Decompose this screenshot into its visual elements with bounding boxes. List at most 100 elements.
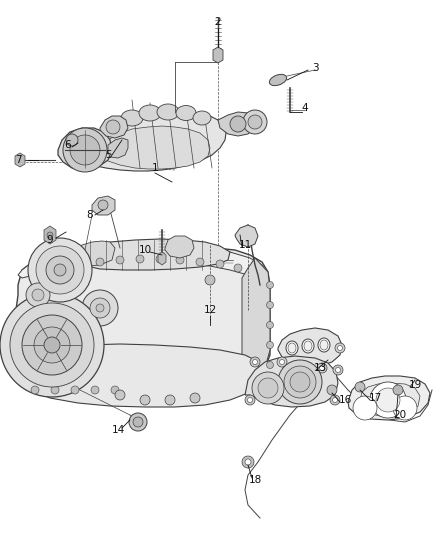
Ellipse shape [320, 340, 328, 350]
Circle shape [140, 395, 150, 405]
Circle shape [91, 386, 99, 394]
Circle shape [333, 365, 343, 375]
Ellipse shape [304, 341, 312, 351]
Polygon shape [88, 112, 226, 171]
Circle shape [376, 388, 400, 412]
Ellipse shape [139, 105, 161, 121]
Circle shape [196, 258, 204, 266]
Polygon shape [18, 247, 268, 278]
Ellipse shape [318, 338, 330, 352]
Text: 5: 5 [105, 150, 111, 160]
Circle shape [133, 417, 143, 427]
Polygon shape [75, 239, 230, 270]
Circle shape [248, 115, 262, 129]
Circle shape [258, 378, 278, 398]
Circle shape [116, 256, 124, 264]
Circle shape [216, 260, 224, 268]
Ellipse shape [121, 110, 143, 126]
Circle shape [54, 264, 66, 276]
Circle shape [165, 395, 175, 405]
Polygon shape [15, 153, 25, 167]
Circle shape [330, 395, 340, 405]
Circle shape [71, 386, 79, 394]
Polygon shape [218, 112, 255, 136]
Circle shape [234, 264, 242, 272]
Text: 14: 14 [111, 425, 125, 435]
Circle shape [34, 327, 70, 363]
Polygon shape [242, 258, 270, 378]
Polygon shape [360, 383, 420, 416]
Text: 20: 20 [393, 410, 406, 420]
Circle shape [22, 315, 82, 375]
Circle shape [98, 200, 108, 210]
Circle shape [336, 367, 340, 373]
Circle shape [31, 386, 39, 394]
Circle shape [243, 110, 267, 134]
Circle shape [277, 357, 287, 367]
Circle shape [10, 303, 94, 387]
Circle shape [290, 372, 310, 392]
Polygon shape [348, 376, 430, 420]
Circle shape [129, 413, 147, 431]
Circle shape [205, 275, 215, 285]
Circle shape [335, 343, 345, 353]
Circle shape [266, 342, 273, 349]
Circle shape [176, 256, 184, 264]
Ellipse shape [269, 75, 286, 86]
Text: 13: 13 [313, 363, 327, 373]
Polygon shape [245, 356, 338, 407]
Polygon shape [100, 116, 128, 138]
Circle shape [46, 256, 74, 284]
Circle shape [28, 238, 92, 302]
Circle shape [66, 134, 78, 146]
Polygon shape [158, 252, 166, 265]
Circle shape [353, 396, 377, 420]
Circle shape [266, 302, 273, 309]
Polygon shape [16, 247, 270, 396]
Circle shape [317, 363, 327, 373]
Ellipse shape [288, 343, 296, 353]
Polygon shape [108, 138, 128, 158]
Text: 18: 18 [248, 475, 261, 485]
Text: 8: 8 [87, 210, 93, 220]
Circle shape [156, 255, 164, 263]
Text: 1: 1 [152, 163, 158, 173]
Text: 4: 4 [302, 103, 308, 113]
Circle shape [266, 361, 273, 368]
Circle shape [51, 386, 59, 394]
Text: 19: 19 [408, 380, 422, 390]
Circle shape [36, 246, 84, 294]
Circle shape [106, 120, 120, 134]
Text: 9: 9 [47, 235, 53, 245]
Circle shape [96, 304, 104, 312]
Ellipse shape [157, 104, 179, 120]
Text: 17: 17 [368, 393, 381, 403]
Circle shape [393, 396, 417, 420]
Circle shape [266, 321, 273, 328]
Circle shape [96, 258, 104, 266]
Circle shape [319, 366, 325, 370]
Circle shape [115, 390, 125, 400]
Circle shape [32, 289, 44, 301]
Polygon shape [92, 196, 115, 215]
Polygon shape [58, 128, 112, 170]
Circle shape [332, 398, 338, 402]
Polygon shape [235, 225, 258, 247]
Text: 6: 6 [65, 140, 71, 150]
Circle shape [111, 386, 119, 394]
Circle shape [250, 357, 260, 367]
Circle shape [47, 232, 53, 238]
Text: 11: 11 [238, 240, 251, 250]
Circle shape [279, 359, 285, 365]
Ellipse shape [193, 111, 211, 125]
Polygon shape [100, 126, 210, 169]
Circle shape [44, 337, 60, 353]
Circle shape [190, 393, 200, 403]
Circle shape [242, 456, 254, 468]
Circle shape [284, 366, 316, 398]
Circle shape [252, 372, 284, 404]
Ellipse shape [286, 341, 298, 355]
Polygon shape [278, 328, 342, 367]
Circle shape [82, 290, 118, 326]
Circle shape [278, 360, 322, 404]
